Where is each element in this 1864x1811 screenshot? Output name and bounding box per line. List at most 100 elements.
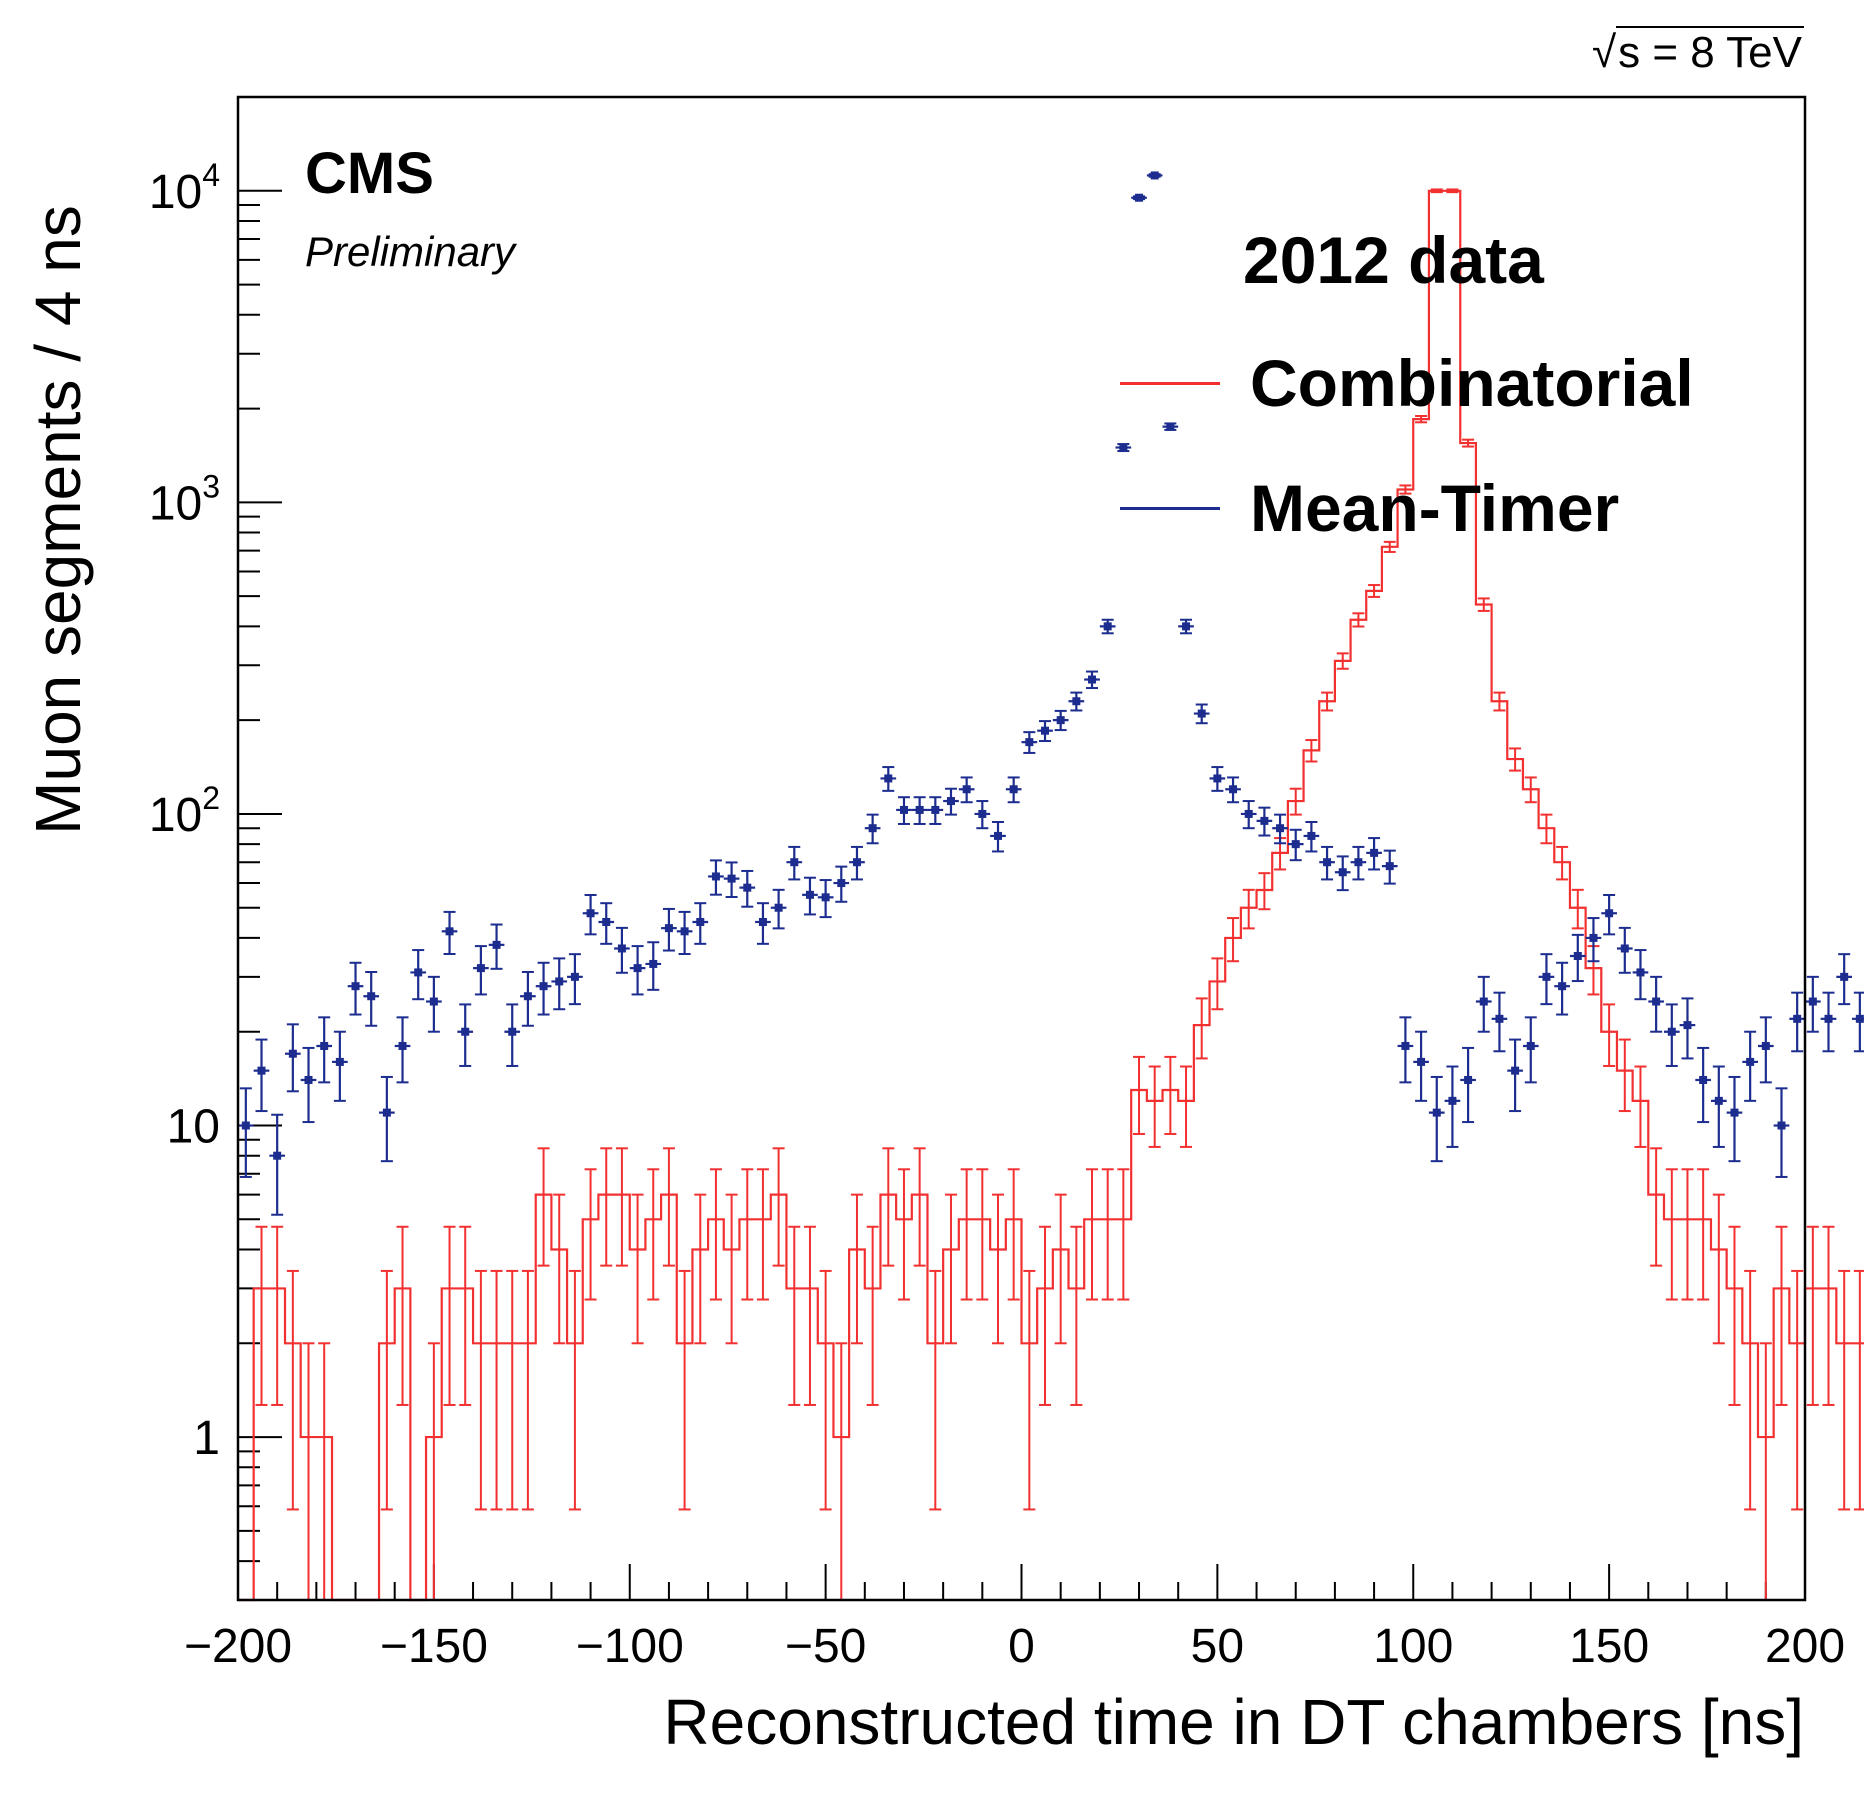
mean-timer-point <box>1088 675 1097 684</box>
mean-timer-point <box>1589 933 1598 942</box>
mean-timer-point <box>461 1027 470 1036</box>
y-tick-label: 103 <box>149 468 220 530</box>
mean-timer-point <box>1276 824 1285 833</box>
mean-timer-point <box>382 1108 391 1117</box>
mean-timer-point <box>1511 1066 1520 1075</box>
mean-timer-point <box>727 874 736 883</box>
mean-timer-point <box>1573 951 1582 960</box>
mean-timer-point <box>304 1075 313 1084</box>
mean-timer-point <box>1135 193 1144 202</box>
mean-timer-point <box>1699 1075 1708 1084</box>
mean-timer-point <box>1793 1014 1802 1023</box>
mean-timer-point <box>1385 862 1394 871</box>
mean-timer-point <box>445 927 454 936</box>
mean-timer-point <box>1229 785 1238 794</box>
mean-timer-point <box>1605 909 1614 918</box>
mean-timer-point <box>1808 997 1817 1006</box>
mean-timer-point <box>931 805 940 814</box>
x-tick-label: 150 <box>1569 1620 1649 1673</box>
mean-timer-point <box>1824 1014 1833 1023</box>
mean-timer-point <box>978 809 987 818</box>
legend-swatch-mean-timer <box>1120 506 1220 510</box>
mean-timer-point <box>398 1041 407 1050</box>
mean-timer-point <box>1213 774 1222 783</box>
status-label: Preliminary <box>305 228 516 275</box>
legend-item-combinatorial: Combinatorial <box>1120 343 1694 423</box>
mean-timer-point <box>414 968 423 977</box>
mean-timer-point <box>743 883 752 892</box>
mean-timer-point <box>617 944 626 953</box>
mean-timer-point <box>993 831 1002 840</box>
x-tick-label: 0 <box>1008 1620 1035 1673</box>
mean-timer-point <box>962 785 971 794</box>
mean-timer-point <box>1479 997 1488 1006</box>
mean-timer-point <box>1119 443 1128 452</box>
x-tick-label: 50 <box>1191 1620 1244 1673</box>
legend-item-mean-timer: Mean-Timer <box>1120 468 1619 548</box>
mean-timer-point <box>852 858 861 867</box>
mean-timer-point <box>946 797 955 806</box>
mean-timer-point <box>1197 709 1206 718</box>
combinatorial-series <box>238 188 1864 1602</box>
tick-labels: −200 −150 −100 −50 0 50 100 150 200 1 10 102 103 104 <box>149 157 1845 1673</box>
mean-timer-point <box>320 1041 329 1050</box>
mean-timer-point <box>790 858 799 867</box>
mean-timer-point <box>1370 848 1379 857</box>
mean-timer-point <box>649 959 658 968</box>
mean-timer-point <box>1495 1014 1504 1023</box>
mean-timer-point <box>1464 1075 1473 1084</box>
mean-timer-point <box>586 909 595 918</box>
mean-timer-point <box>1072 697 1081 706</box>
mean-timer-point <box>1840 972 1849 981</box>
legend-label-combinatorial: Combinatorial <box>1250 346 1694 420</box>
y-tick-label: 104 <box>149 157 220 219</box>
mean-timer-point <box>570 972 579 981</box>
y-tick-label: 102 <box>149 780 220 842</box>
mean-timer-point <box>523 992 532 1001</box>
mean-timer-point <box>1558 982 1567 991</box>
mean-timer-point <box>1620 944 1629 953</box>
experiment-label: CMS <box>305 141 434 206</box>
mean-timer-point <box>1667 1027 1676 1036</box>
mean-timer-point <box>915 805 924 814</box>
y-tick-label: 1 <box>193 1412 220 1465</box>
x-axis-label: Reconstructed time in DT chambers [ns] <box>663 1686 1804 1758</box>
mean-timer-point <box>899 805 908 814</box>
mean-timer-point <box>837 879 846 888</box>
mean-timer-point <box>1323 858 1332 867</box>
mean-timer-point <box>774 903 783 912</box>
x-tick-label: −150 <box>380 1620 488 1673</box>
mean-timer-point <box>1103 622 1112 631</box>
mean-timer-point <box>1683 1021 1692 1030</box>
mean-timer-point <box>1244 809 1253 818</box>
x-tick-label: 200 <box>1765 1620 1845 1673</box>
mean-timer-point <box>602 917 611 926</box>
mean-timer-point <box>1777 1121 1786 1130</box>
mean-timer-point <box>1432 1108 1441 1117</box>
mean-timer-point <box>805 890 814 899</box>
x-tick-label: −200 <box>184 1620 292 1673</box>
mean-timer-point <box>680 927 689 936</box>
mean-timer-point <box>1730 1108 1739 1117</box>
mean-timer-point <box>1636 968 1645 977</box>
mean-timer-point <box>1714 1096 1723 1105</box>
mean-timer-series <box>238 171 1864 1216</box>
mean-timer-point <box>1401 1041 1410 1050</box>
x-tick-label: −100 <box>576 1620 684 1673</box>
mean-timer-point <box>273 1151 282 1160</box>
mean-timer-point <box>1056 716 1065 725</box>
legend-title: 2012 data <box>1243 223 1544 297</box>
mean-timer-point <box>288 1049 297 1058</box>
mean-timer-point <box>539 982 548 991</box>
mean-timer-point <box>241 1121 250 1130</box>
legend-label-mean-timer: Mean-Timer <box>1250 471 1620 545</box>
x-tick-label: 100 <box>1373 1620 1453 1673</box>
mean-timer-point <box>821 893 830 902</box>
mean-timer-point <box>1291 840 1300 849</box>
mean-timer-point <box>1041 726 1050 735</box>
mean-timer-point <box>1542 972 1551 981</box>
mean-timer-point <box>1652 997 1661 1006</box>
plot-frame <box>236 95 1807 1602</box>
mean-timer-point <box>1417 1057 1426 1066</box>
